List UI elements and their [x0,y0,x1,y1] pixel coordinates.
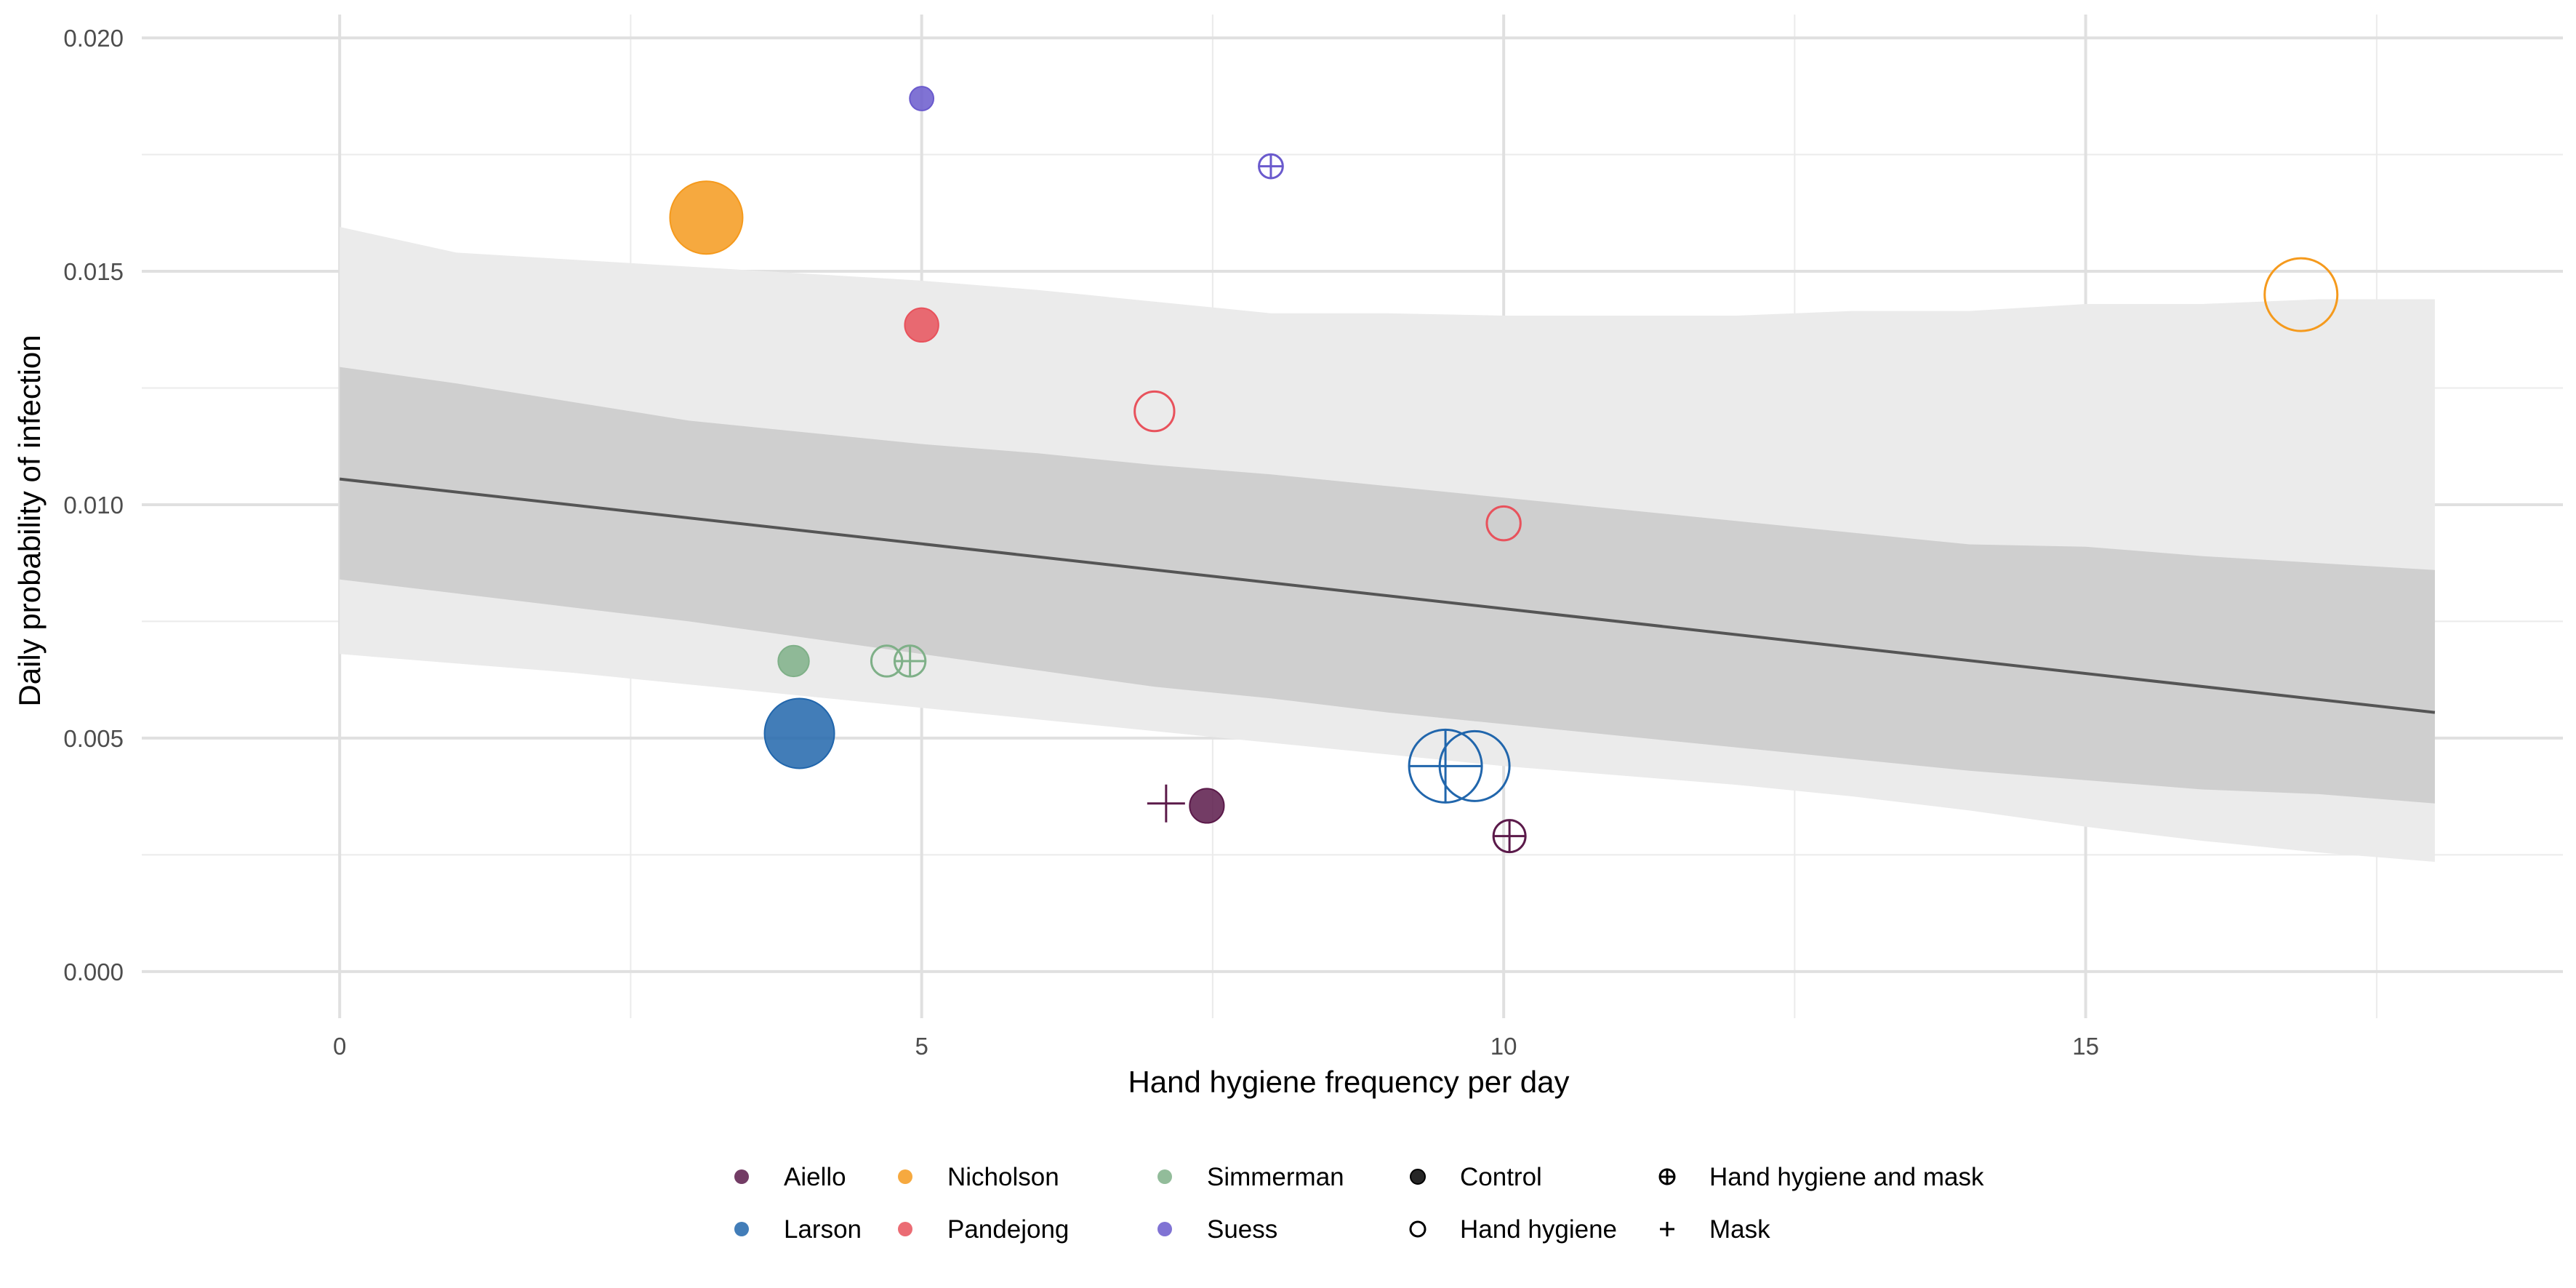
legend-label: Hand hygiene [1460,1215,1617,1244]
legend-label: Hand hygiene and mask [1709,1163,1984,1191]
legend-swatch [1157,1222,1172,1236]
confidence-bands [340,227,2435,862]
x-tick-label: 0 [333,1033,346,1060]
x-tick-labels: 0 5 10 15 [333,1033,2099,1060]
legend-item: Pandejong [898,1215,1069,1244]
legend-shape [1660,1222,1674,1236]
marker-open-circle [2263,257,2339,332]
legend-item: Hand hygiene and mask [1658,1163,1984,1191]
legend-item: Simmerman [1157,1163,1344,1191]
y-tick-labels: 0.000 0.005 0.010 0.015 0.020 [63,25,124,985]
marker-filled-circle [669,180,744,255]
legend-shape [1409,1220,1427,1238]
legend-shape [1410,1169,1426,1185]
data-point [1485,505,1522,542]
x-tick-label: 15 [2072,1033,2099,1060]
legend-item: Aiello [734,1163,846,1191]
marker-open-circle [1133,390,1176,433]
legend-label: Larson [784,1215,862,1244]
y-tick-label: 0.015 [63,258,124,285]
marker-filled-circle [777,644,810,678]
marker-filled-circle [909,86,935,111]
y-axis-title: Daily probability of infection [12,335,47,706]
data-point [893,644,927,678]
legend-item: Nicholson [898,1163,1059,1191]
fit-line-group [339,477,2436,714]
marker-open-circle [1438,729,1511,802]
data-point [669,180,744,255]
data-point [2263,257,2339,332]
marker-filled-circle [904,307,939,343]
data-point [904,307,939,343]
y-tick-label: 0.010 [63,492,124,519]
y-tick-label: 0.020 [63,25,124,52]
legend-swatch [898,1169,912,1184]
data-point [1408,728,1483,804]
legend-label: Mask [1709,1215,1770,1244]
data-point [1133,390,1176,433]
data-point [1438,729,1511,802]
data-point [1147,784,1185,823]
legend-swatch [1157,1169,1172,1184]
data-point [777,644,810,678]
inner-confidence-band [340,367,2435,804]
legend-label: Suess [1207,1215,1277,1244]
data-point [1492,819,1527,854]
x-axis-title: Hand hygiene frequency per day [1128,1065,1569,1099]
legend-item: Mask [1660,1215,1770,1244]
fit-line [339,477,2436,714]
x-tick-label: 5 [915,1033,928,1060]
marker-filled-circle [1189,788,1225,824]
y-tick-label: 0.000 [63,959,124,985]
legend-swatch [734,1222,749,1236]
legend-label: Control [1460,1163,1542,1191]
legend-item: Suess [1157,1215,1277,1244]
legend-swatch [734,1169,749,1184]
data-point [909,86,935,111]
legend-label: Simmerman [1207,1163,1344,1191]
legend-item: Larson [734,1215,862,1244]
data-points [669,86,2339,854]
marker-open-circle [1485,505,1522,542]
marker-open-circle [1409,1220,1427,1238]
data-point [763,697,835,769]
data-point [1189,788,1225,824]
legend-label: Aiello [784,1163,846,1191]
y-tick-label: 0.005 [63,725,124,752]
legend-swatch [898,1222,912,1236]
marker-filled-circle [763,697,835,769]
legend-item: Control [1410,1163,1542,1191]
legend-item: Hand hygiene [1409,1215,1617,1244]
marker-filled-circle [1410,1169,1426,1185]
legend-label: Nicholson [947,1163,1059,1191]
legend-shape [1658,1168,1676,1185]
legend-label: Pandejong [947,1215,1069,1244]
legend: Aiello Larson Nicholson Pandejong Simmerman S… [734,1163,1984,1244]
data-point [1258,153,1284,180]
x-tick-label: 10 [1490,1033,1517,1060]
